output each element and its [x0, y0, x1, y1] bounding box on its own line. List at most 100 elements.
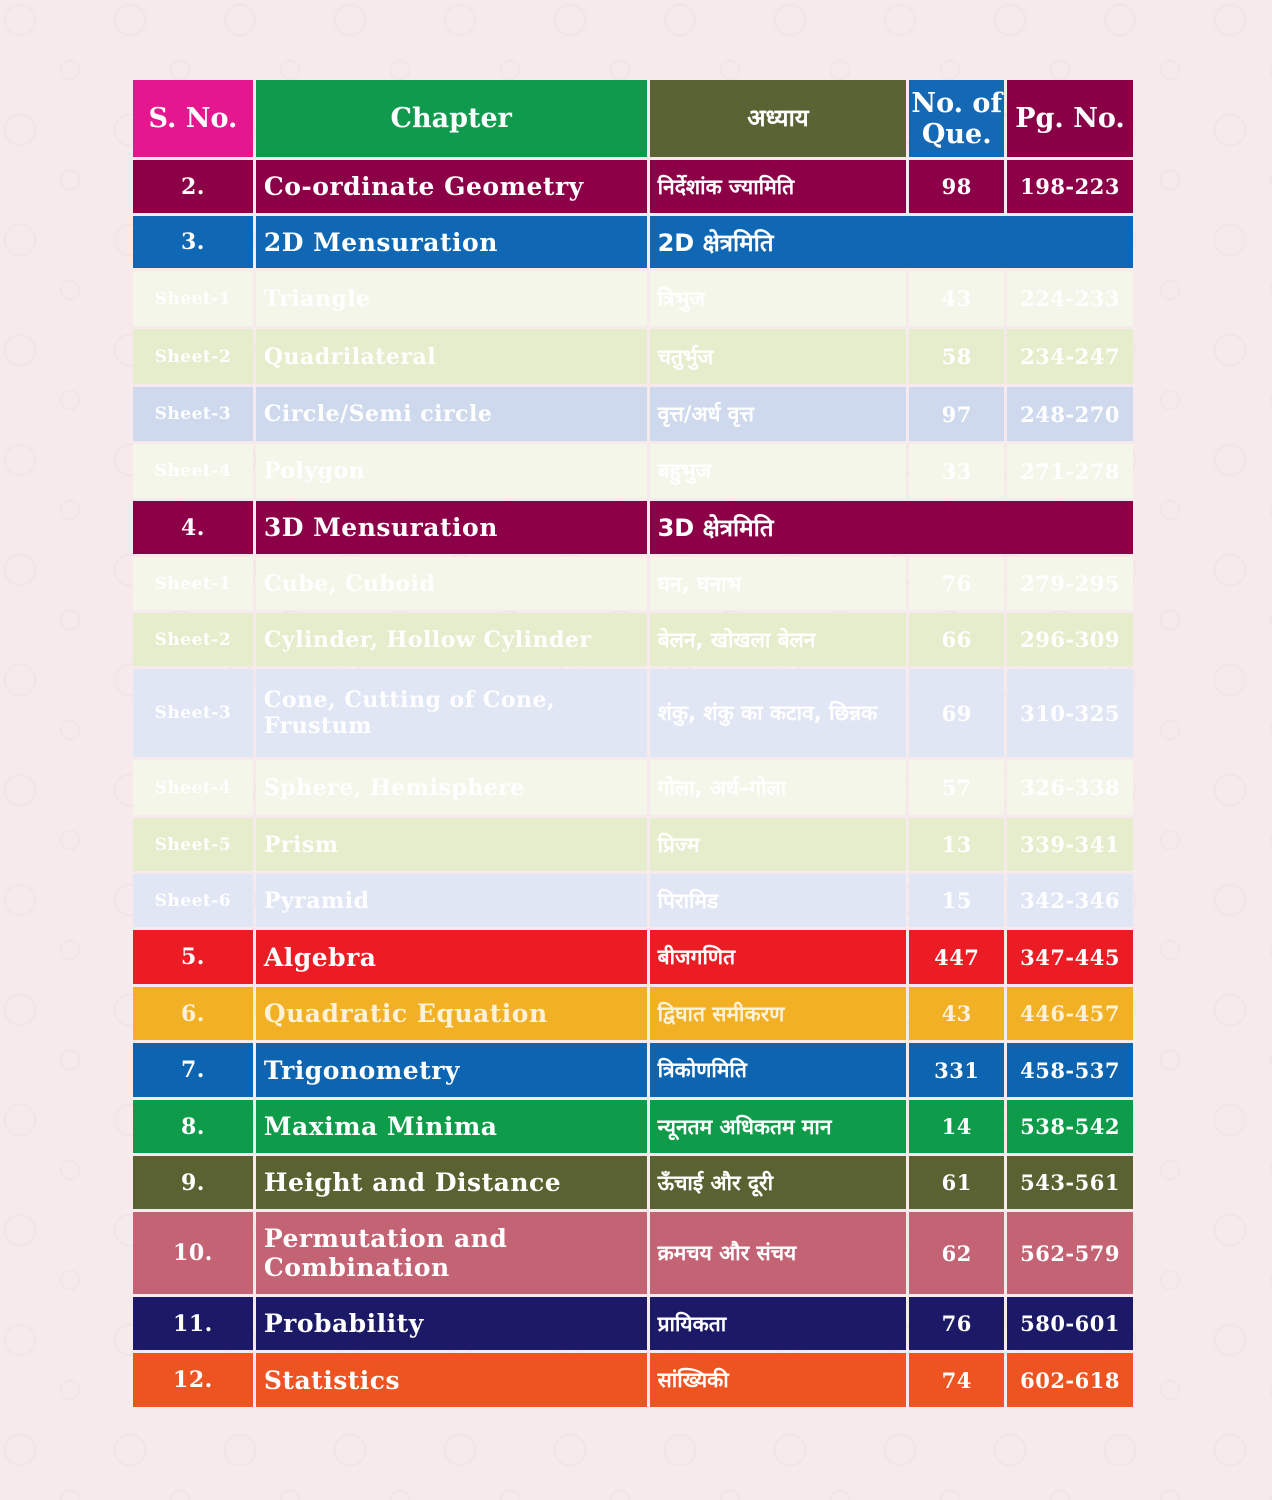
sno-cell: 2. [133, 160, 253, 213]
sno-cell: Sheet-6 [133, 874, 253, 927]
chapter-cell: Algebra [255, 930, 647, 984]
hindi-chapter-cell: त्रिभुज [649, 271, 907, 326]
question-count-cell: 61 [909, 1156, 1005, 1209]
page-range-cell: 538-542 [1007, 1100, 1133, 1153]
table-row: 12. Statistics सांख्यिकी 74 602-618 [133, 1353, 1133, 1407]
table-row: Sheet-2 Cylinder, Hollow Cylinder बेलन, खो… [133, 613, 1133, 666]
chapter-cell: Quadratic Equation [255, 987, 647, 1040]
page-range-cell: 198-223 [1007, 160, 1133, 213]
question-count-cell: 97 [909, 387, 1005, 441]
page-range-cell: 224-233 [1007, 271, 1133, 326]
table-row: 6. Quadratic Equation द्विघात समीकरण 43 446-… [133, 987, 1133, 1040]
chapter-cell: Trigonometry [255, 1043, 647, 1097]
table-row: Sheet-1 Triangle त्रिभुज 43 224-233 [133, 271, 1133, 326]
page-range-cell: 296-309 [1007, 613, 1133, 666]
hindi-chapter-cell: वृत्त/अर्ध वृत्त [649, 387, 907, 441]
sno-cell: 12. [133, 1353, 253, 1407]
table-row: Sheet-6 Pyramid पिरामिड 15 342-346 [133, 874, 1133, 927]
hindi-chapter-cell: पिरामिड [649, 874, 907, 927]
hindi-chapter-cell: न्यूनतम अधिकतम मान [649, 1100, 907, 1153]
table-row: Sheet-1 Cube, Cuboid घन, घनाभ 76 279-295 [133, 557, 1133, 610]
page-range-cell: 446-457 [1007, 987, 1133, 1040]
table-row: 11. Probability प्रायिकता 76 580-601 [133, 1297, 1133, 1350]
table-row: 7. Trigonometry त्रिकोणमिति 331 458-537 [133, 1043, 1133, 1097]
header-row: S. No. Chapter अध्याय No. of Que. Pg. No… [133, 80, 1133, 157]
header-page: Pg. No. [1007, 80, 1133, 157]
sno-cell: Sheet-1 [133, 557, 253, 610]
question-count-cell: 15 [909, 874, 1005, 927]
chapter-cell: 3D Mensuration [255, 501, 647, 554]
table-row: Sheet-5 Prism प्रिज्म 13 339-341 [133, 818, 1133, 871]
hindi-chapter-cell: बेलन, खोखला बेलन [649, 613, 907, 666]
page-range-cell: 339-341 [1007, 818, 1133, 871]
chapter-cell: Cylinder, Hollow Cylinder [255, 613, 647, 666]
sno-cell: Sheet-4 [133, 444, 253, 498]
table-row: Sheet-3 Circle/Semi circle वृत्त/अर्ध वृत्… [133, 387, 1133, 441]
table-row: 2. Co-ordinate Geometry निर्देशांक ज्यामित… [133, 160, 1133, 213]
page-range-cell: 342-346 [1007, 874, 1133, 927]
chapter-cell: Quadrilateral [255, 329, 647, 384]
page-range-cell: 347-445 [1007, 930, 1133, 984]
hindi-chapter-cell: गोला, अर्ध–गोला [649, 760, 907, 815]
chapter-cell: Circle/Semi circle [255, 387, 647, 441]
sno-cell: 8. [133, 1100, 253, 1153]
hindi-chapter-cell: बीजगणित [649, 930, 907, 984]
question-count-cell: 98 [909, 160, 1005, 213]
sno-cell: 11. [133, 1297, 253, 1350]
sno-cell: 3. [133, 216, 253, 268]
table-row: 5. Algebra बीजगणित 447 347-445 [133, 930, 1133, 984]
page-range-cell: 326-338 [1007, 760, 1133, 815]
chapter-cell: Co-ordinate Geometry [255, 160, 647, 213]
sno-cell: Sheet-3 [133, 387, 253, 441]
table-row: Sheet-2 Quadrilateral चतुर्भुज 58 234-247 [133, 329, 1133, 384]
sno-cell: 6. [133, 987, 253, 1040]
sno-cell: 9. [133, 1156, 253, 1209]
sno-cell: Sheet-3 [133, 669, 253, 757]
sno-cell: Sheet-2 [133, 329, 253, 384]
chapter-cell: 2D Mensuration [255, 216, 647, 268]
chapter-cell: Prism [255, 818, 647, 871]
header-hindi: अध्याय [649, 80, 907, 157]
page-range-cell: 580-601 [1007, 1297, 1133, 1350]
hindi-chapter-cell: घन, घनाभ [649, 557, 907, 610]
hindi-chapter-cell: चतुर्भुज [649, 329, 907, 384]
sno-cell: Sheet-2 [133, 613, 253, 666]
question-count-cell: 58 [909, 329, 1005, 384]
chapter-cell: Polygon [255, 444, 647, 498]
question-count-cell: 69 [909, 669, 1005, 757]
page-range-cell: 543-561 [1007, 1156, 1133, 1209]
question-count-cell: 13 [909, 818, 1005, 871]
page-range-cell: 310-325 [1007, 669, 1133, 757]
sno-cell: Sheet-1 [133, 271, 253, 326]
question-count-cell: 76 [909, 1297, 1005, 1350]
chapter-cell: Permutation and Combination [255, 1212, 647, 1294]
question-count-cell: 66 [909, 613, 1005, 666]
header-sno: S. No. [133, 80, 253, 157]
question-count-cell: 62 [909, 1212, 1005, 1294]
table-row: 4. 3D Mensuration 3D क्षेत्रमिति [133, 501, 1133, 554]
table-row: 9. Height and Distance ऊँचाई और दूरी 61 543-… [133, 1156, 1133, 1209]
hindi-chapter-cell: प्रिज्म [649, 818, 907, 871]
question-count-cell: 331 [909, 1043, 1005, 1097]
question-count-cell: 33 [909, 444, 1005, 498]
page-range-cell: 562-579 [1007, 1212, 1133, 1294]
question-count-cell: 74 [909, 1353, 1005, 1407]
table-row: Sheet-3 Cone, Cutting of Cone, Frustum शंक… [133, 669, 1133, 757]
hindi-chapter-cell: सांख्यिकी [649, 1353, 907, 1407]
chapter-cell: Probability [255, 1297, 647, 1350]
page-range-cell: 271-278 [1007, 444, 1133, 498]
header-chapter: Chapter [255, 80, 647, 157]
hindi-chapter-cell: शंकु, शंकु का कटाव, छिन्नक [649, 669, 907, 757]
chapter-cell: Maxima Minima [255, 1100, 647, 1153]
table-row: 3. 2D Mensuration 2D क्षेत्रमिति [133, 216, 1133, 268]
chapter-cell: Cube, Cuboid [255, 557, 647, 610]
hindi-chapter-cell: द्विघात समीकरण [649, 987, 907, 1040]
hindi-chapter-cell: ऊँचाई और दूरी [649, 1156, 907, 1209]
sno-cell: 10. [133, 1212, 253, 1294]
table-row: 8. Maxima Minima न्यूनतम अधिकतम मान 14 538-5… [133, 1100, 1133, 1153]
page-range-cell: 279-295 [1007, 557, 1133, 610]
table-row: 10. Permutation and Combination क्रमचय और … [133, 1212, 1133, 1294]
question-count-cell: 57 [909, 760, 1005, 815]
question-count-cell: 43 [909, 271, 1005, 326]
contents-table: S. No. Chapter अध्याय No. of Que. Pg. No… [130, 77, 1136, 1410]
